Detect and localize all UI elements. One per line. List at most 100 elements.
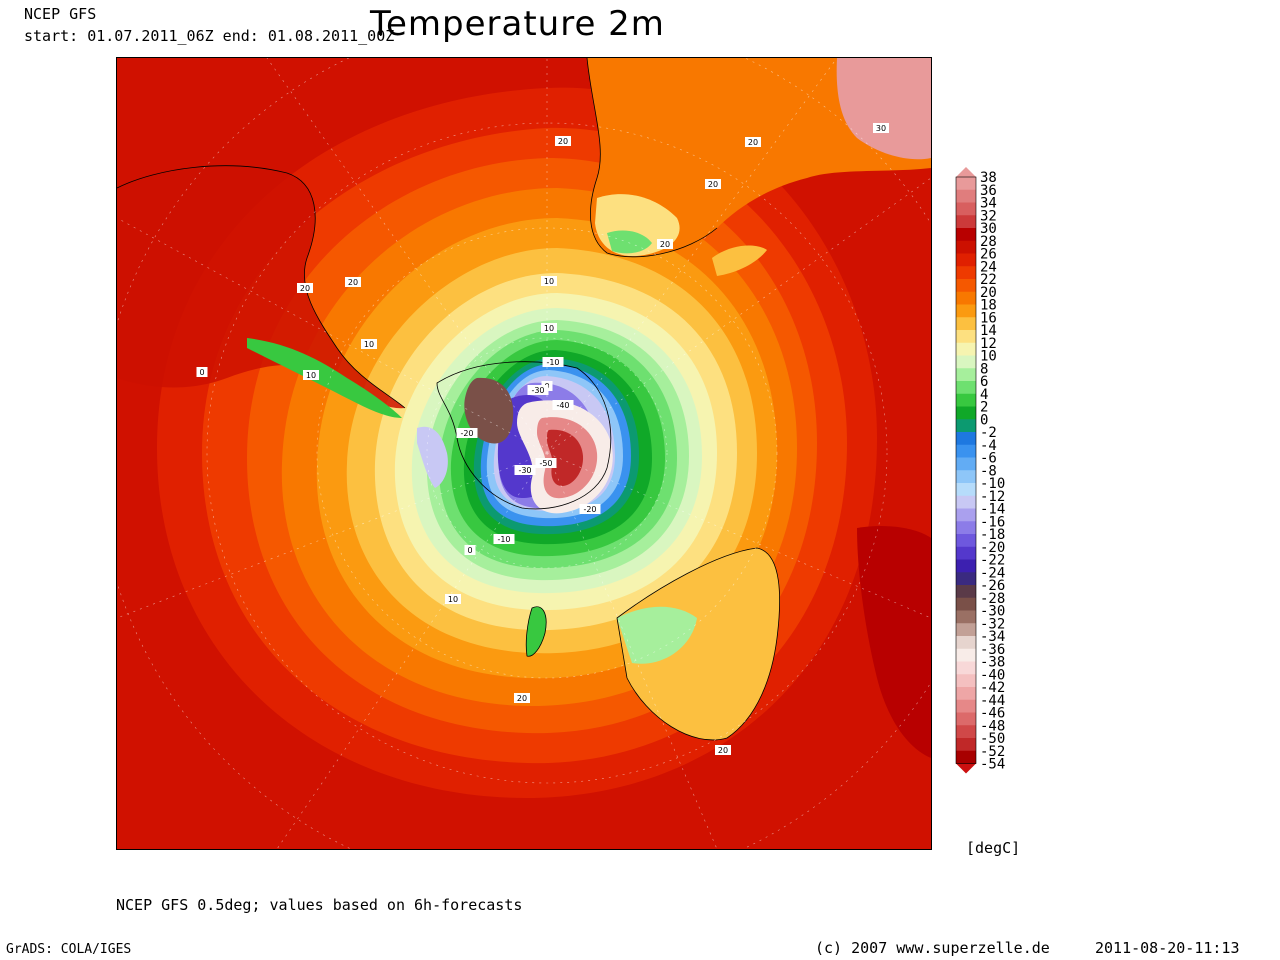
colorbar-tick-label: -48 — [980, 718, 1005, 734]
colorbar-band — [956, 738, 976, 752]
isotherm-label: 10 — [544, 324, 554, 333]
colorbar-tick-label: -50 — [980, 731, 1005, 747]
forecast-period: start: 01.07.2011_06Z end: 01.08.2011_00… — [24, 27, 395, 45]
colorbar-band — [956, 572, 976, 586]
colorbar-band — [956, 444, 976, 458]
colorbar-tick-label: -20 — [980, 540, 1005, 556]
colorbar-tick-label: 24 — [980, 259, 997, 275]
colorbar-tick-label: 34 — [980, 196, 997, 212]
isotherm-label: 20 — [660, 240, 670, 249]
colorbar-band — [956, 355, 976, 369]
colorbar-tick-label: -26 — [980, 578, 1005, 594]
isotherm-label: 20 — [300, 284, 310, 293]
isotherm-label-bg — [514, 465, 536, 475]
isotherm-label: 20 — [748, 138, 758, 147]
isotherm-label: 10 — [448, 595, 458, 604]
isotherm-label-bg — [579, 504, 601, 514]
colorbar-band — [956, 750, 976, 764]
colorbar-band — [956, 177, 976, 191]
isotherm-label: -10 — [497, 535, 510, 544]
colorbar-tick-label: 38 — [980, 170, 997, 186]
isotherm-label: 0 — [199, 368, 204, 377]
colorbar-tick-label: 4 — [980, 387, 988, 403]
colorbar-band — [956, 648, 976, 662]
isotherm-label: -30 — [531, 386, 544, 395]
colorbar-tick-label: 2 — [980, 400, 988, 416]
colorbar-band — [956, 534, 976, 548]
colorbar-tick-label: -28 — [980, 591, 1005, 607]
colorbar-tick-label: 6 — [980, 374, 988, 390]
isotherm-label: -50 — [539, 459, 552, 468]
colorbar-band — [956, 725, 976, 739]
isotherm-label: -30 — [518, 466, 531, 475]
colorbar-band — [956, 304, 976, 318]
temperature-map: 202020203020201010010100-10-30-40-20-50-… — [116, 57, 932, 850]
isotherm-label: 10 — [306, 371, 316, 380]
isotherm-label-bg — [715, 745, 731, 755]
colorbar-tick-label: 12 — [980, 336, 997, 352]
colorbar-tick-label: -52 — [980, 744, 1005, 760]
colorbar-tick-label: -12 — [980, 489, 1005, 505]
colorbar-tick-label: 16 — [980, 310, 997, 326]
colorbar-band — [956, 240, 976, 254]
isotherm-label-bg — [456, 428, 478, 438]
colorbar-tick-label: 32 — [980, 208, 997, 224]
isotherm-label: 10 — [364, 340, 374, 349]
colorbar-band — [956, 699, 976, 713]
colorbar-band — [956, 279, 976, 293]
colorbar-frame — [955, 176, 977, 764]
colorbar-band — [956, 419, 976, 433]
colorbar-band — [956, 317, 976, 331]
colorbar-band — [956, 585, 976, 599]
isotherm-label: 0 — [467, 546, 472, 555]
isotherm-label: 20 — [718, 746, 728, 755]
isotherm-label-bg — [541, 323, 557, 333]
colorbar-tick-label: -4 — [980, 438, 997, 454]
isotherm-label-bg — [345, 277, 361, 287]
colorbar-band — [956, 457, 976, 471]
colorbar-tick-label: -54 — [980, 757, 1005, 773]
colorbar-band — [956, 483, 976, 497]
isotherm-label: 10 — [544, 277, 554, 286]
isotherm-label-bg — [552, 400, 574, 410]
colorbar-band — [956, 342, 976, 356]
colorbar-band — [956, 521, 976, 535]
colorbar-tick-label: 10 — [980, 349, 997, 365]
isotherm-label-bg — [514, 693, 530, 703]
colorbar-tick-label: -14 — [980, 502, 1005, 518]
isotherm-label-bg — [705, 179, 721, 189]
colorbar-tick-label: 0 — [980, 412, 988, 428]
colorbar-band — [956, 432, 976, 446]
isotherm-label-bg — [745, 137, 761, 147]
colorbar-band — [956, 330, 976, 344]
isotherm-label-bg — [445, 594, 461, 604]
colorbar-band — [956, 202, 976, 216]
colorbar-band — [956, 266, 976, 280]
isotherm-label: -40 — [556, 401, 569, 410]
colorbar-band — [956, 687, 976, 701]
colorbar-tick-label: 8 — [980, 361, 988, 377]
colorbar-tick-label: 18 — [980, 298, 997, 314]
colorbar-tick-label: -36 — [980, 642, 1005, 658]
colorbar-band — [956, 470, 976, 484]
colorbar-tick-label: -16 — [980, 514, 1005, 530]
colorbar-tick-label: 14 — [980, 323, 997, 339]
isotherm-label-bg — [196, 367, 208, 377]
temperature-colorbar: 38363432302826242220181614121086420-2-4-… — [955, 167, 1005, 774]
isotherm-label: 20 — [348, 278, 358, 287]
colorbar-band — [956, 508, 976, 522]
colorbar-band — [956, 674, 976, 688]
colorbar-tick-label: -22 — [980, 553, 1005, 569]
colorbar-band — [956, 559, 976, 573]
isotherm-label-bg — [873, 123, 889, 133]
colorbar-band — [956, 228, 976, 242]
colorbar-band — [956, 623, 976, 637]
colorbar-band — [956, 597, 976, 611]
isotherm-label-bg — [535, 458, 557, 468]
isotherm-label-bg — [464, 545, 476, 555]
colorbar-band — [956, 661, 976, 675]
colorbar-band — [956, 215, 976, 229]
model-name: NCEP GFS — [24, 5, 97, 23]
colorbar-band — [956, 712, 976, 726]
colorbar-band — [956, 381, 976, 395]
